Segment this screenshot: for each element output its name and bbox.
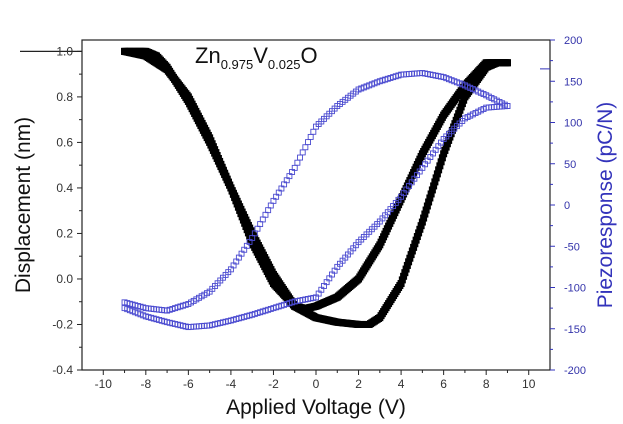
displacement-marker: [437, 158, 445, 166]
displacement-marker: [408, 247, 416, 255]
y-right-tick-label: 0: [564, 200, 570, 212]
displacement-marker: [418, 218, 426, 226]
displacement-marker: [401, 269, 409, 277]
displacement-marker: [438, 154, 446, 162]
composition-annotation: Zn0.975V0.025O: [195, 43, 318, 72]
y-left-tick-label: 0.8: [56, 90, 73, 104]
displacement-marker: [432, 174, 440, 182]
y-right-tick-label: -150: [564, 324, 586, 336]
axes-layer: -10 -8 -6 -4 -2 0 2 4 6 8 10 -0.4 -0.2 0.0 0.2 0.4 0.6 0.…: [20, 35, 586, 391]
y-right-tick-label: 200: [564, 35, 582, 47]
displacement-marker: [407, 251, 415, 259]
x-tick-label: 10: [522, 377, 536, 391]
displacement-marker: [402, 265, 410, 273]
x-tick-label: -10: [95, 377, 113, 391]
y-left-tick-label: 0.2: [56, 226, 73, 240]
y-left-tick-label: -0.2: [52, 317, 73, 331]
x-tick-label: -6: [183, 377, 194, 391]
displacement-marker: [121, 47, 129, 55]
x-tick-label: 2: [355, 377, 362, 391]
displacement-marker: [431, 178, 439, 186]
displacement-marker: [428, 186, 436, 194]
y-axis-left-title: Displacement (nm): [12, 117, 35, 293]
series-piezoresponse-branch-3: [121, 70, 511, 314]
piezoresponse-marker: [121, 299, 128, 306]
x-tick-label: -2: [268, 377, 279, 391]
displacement-marker: [413, 233, 421, 241]
y-left-tick-label: -0.4: [52, 363, 73, 377]
displacement-marker: [430, 182, 438, 190]
series-displacement-branch-1: [121, 47, 511, 313]
x-tick-label: 8: [483, 377, 490, 391]
displacement-marker: [433, 170, 441, 178]
series-piezoresponse-branch-2: [121, 103, 511, 331]
displacement-marker: [425, 198, 433, 206]
displacement-marker: [416, 225, 424, 233]
displacement-marker: [422, 206, 430, 214]
displacement-marker: [412, 236, 420, 244]
displacement-marker: [421, 210, 429, 218]
y-left-tick-label: 0.0: [56, 272, 73, 286]
x-tick-label: 6: [440, 377, 447, 391]
displacement-marker: [403, 261, 411, 269]
y-right-tick-label: 150: [564, 76, 582, 88]
y-left-tick-label: 1.0: [56, 44, 73, 58]
displacement-marker: [411, 240, 419, 248]
displacement-marker: [417, 222, 425, 230]
x-axis-title: Applied Voltage (V): [226, 396, 406, 419]
y-left-tick-label: 0.4: [56, 181, 73, 195]
displacement-marker: [410, 243, 418, 251]
displacement-marker: [420, 214, 428, 222]
annotation-subscript: 0.025: [268, 57, 301, 72]
annotation-element: Zn: [195, 43, 221, 68]
y-right-tick-label: -50: [564, 241, 580, 253]
y-right-tick-label: 50: [564, 159, 576, 171]
plot-area: [121, 47, 511, 331]
x-tick-label: -8: [140, 377, 151, 391]
y-right-tick-label: -100: [564, 283, 586, 295]
displacement-marker: [426, 194, 434, 202]
displacement-marker: [405, 258, 413, 266]
x-tick-label: 0: [313, 377, 320, 391]
x-tick-label: -4: [226, 377, 237, 391]
displacement-marker: [427, 190, 435, 198]
series-layer: [121, 47, 511, 331]
displacement-marker: [400, 272, 408, 280]
displacement-marker: [436, 162, 444, 170]
x-tick-label: 4: [398, 377, 405, 391]
y-right-tick-label: 100: [564, 118, 582, 130]
displacement-marker: [397, 280, 405, 288]
y-axis-right-title: Piezoresponse (pC/N): [594, 102, 617, 309]
displacement-marker: [423, 202, 431, 210]
y-left-tick-label: 0.6: [56, 135, 73, 149]
y-right-tick-label: -200: [564, 365, 586, 377]
annotation-element: O: [300, 43, 317, 68]
displacement-marker: [406, 254, 414, 262]
displacement-marker: [435, 166, 443, 174]
annotation-subscript: 0.975: [221, 57, 254, 72]
annotation-element: V: [253, 43, 268, 68]
displacement-marker: [415, 229, 423, 237]
displacement-marker: [398, 276, 406, 284]
